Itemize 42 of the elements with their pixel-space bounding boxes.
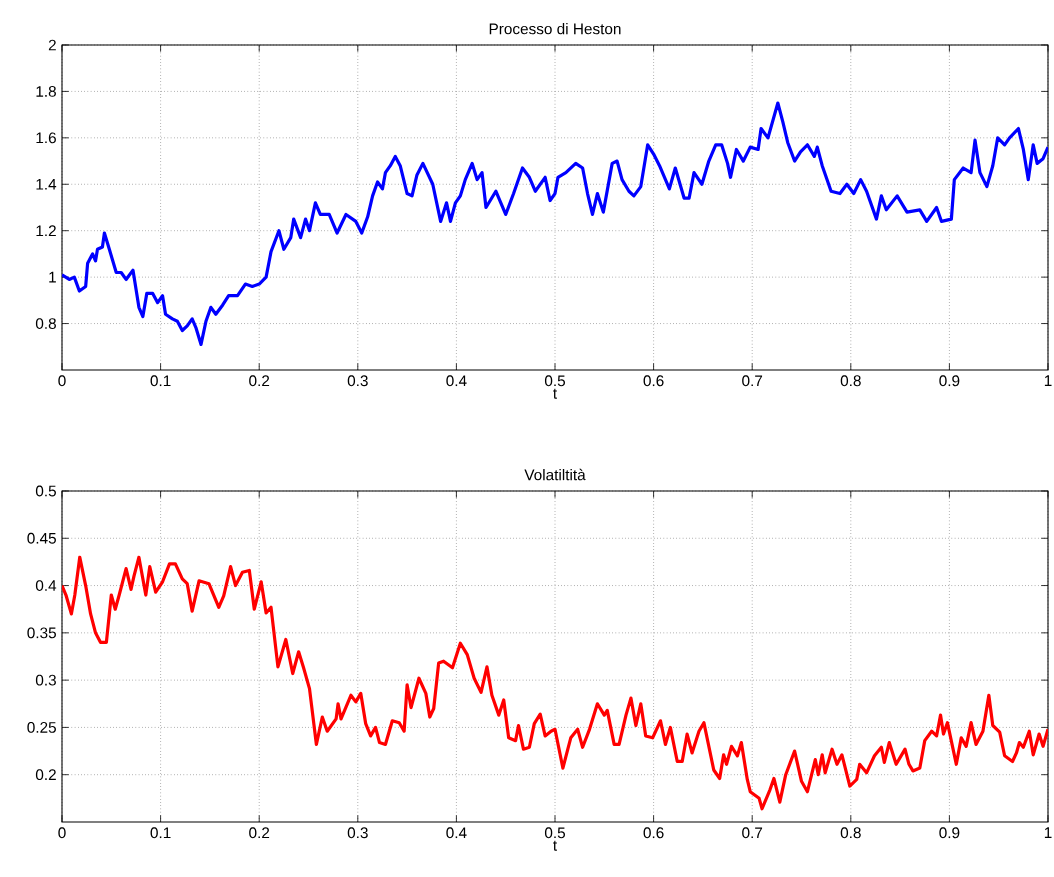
chart-title: Processo di Heston bbox=[489, 23, 621, 35]
x-tick-label: 0.7 bbox=[742, 375, 763, 387]
x-tick-label: 0.1 bbox=[150, 827, 171, 839]
x-tick-label: 1 bbox=[1044, 375, 1052, 386]
x-tick-label: 0.9 bbox=[939, 375, 960, 387]
x-axis-title: t bbox=[553, 388, 558, 399]
x-tick-label: 0.8 bbox=[840, 375, 861, 387]
y-tick-label: 0.5 bbox=[35, 485, 56, 497]
x-tick-label: 0.3 bbox=[347, 375, 368, 387]
x-tick-label: 0.6 bbox=[643, 375, 664, 387]
x-tick-label: 0.3 bbox=[347, 827, 368, 839]
chart-title: Volatiltità bbox=[524, 468, 586, 481]
y-tick-label: 0.35 bbox=[27, 627, 56, 639]
x-tick-label: 0.5 bbox=[544, 827, 566, 839]
line-series bbox=[62, 101, 1048, 347]
x-tick-label: 0.9 bbox=[939, 827, 960, 839]
y-tick-label: 1 bbox=[49, 271, 56, 283]
x-tick-label: 0.2 bbox=[249, 827, 270, 839]
y-tick-label: 0.45 bbox=[27, 532, 56, 544]
x-tick-label: 1 bbox=[1044, 827, 1052, 838]
x-tick-label: 0.5 bbox=[544, 375, 566, 387]
x-tick-label: 0 bbox=[58, 827, 66, 839]
y-tick-label: 1.8 bbox=[36, 85, 56, 97]
y-tick-label: 0.2 bbox=[35, 769, 56, 781]
y-tick-label: 0.4 bbox=[35, 580, 57, 591]
x-tick-label: 0.8 bbox=[840, 827, 861, 839]
x-tick-label: 0.2 bbox=[249, 375, 270, 387]
y-tick-label: 1.2 bbox=[36, 225, 56, 237]
x-axis-title: t bbox=[553, 840, 558, 851]
y-tick-label: 1.6 bbox=[36, 132, 56, 144]
y-tick-label: 2 bbox=[48, 39, 56, 51]
y-tick-label: 0.8 bbox=[35, 318, 56, 329]
y-tick-label: 1.4 bbox=[36, 179, 57, 190]
x-tick-label: 0 bbox=[58, 375, 66, 387]
line-series bbox=[62, 555, 1048, 811]
x-tick-label: 0.4 bbox=[446, 827, 467, 839]
x-tick-label: 0.4 bbox=[446, 375, 467, 387]
x-tick-label: 0.6 bbox=[643, 827, 664, 839]
y-tick-label: 0.25 bbox=[27, 721, 56, 733]
x-tick-label: 0.1 bbox=[150, 375, 171, 387]
y-tick-label: 0.3 bbox=[35, 674, 56, 686]
x-tick-label: 0.7 bbox=[742, 827, 763, 839]
